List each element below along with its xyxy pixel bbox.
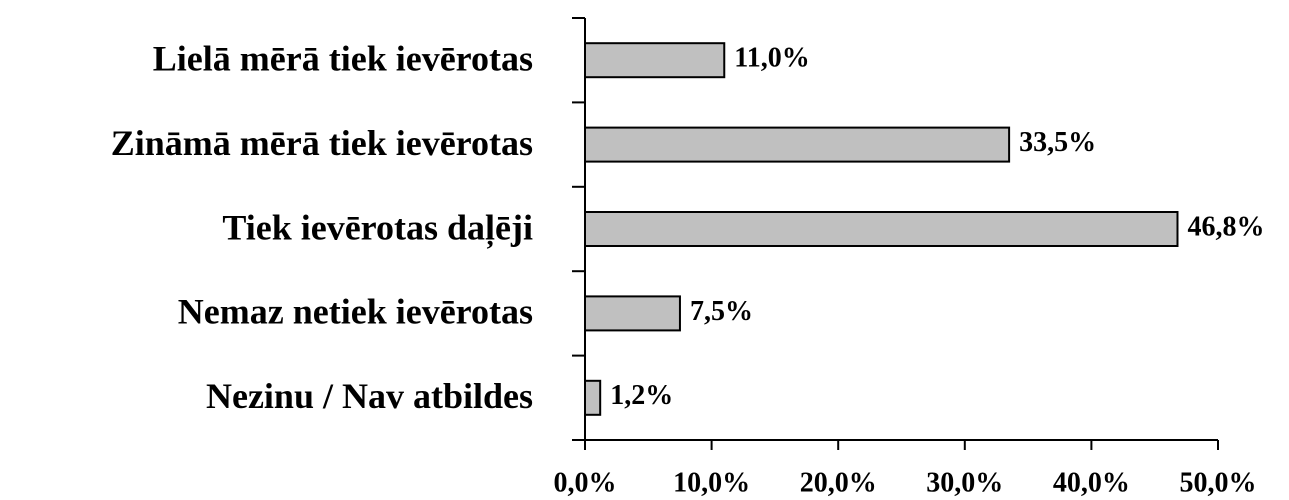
bar <box>584 295 681 332</box>
x-tick-label: 40,0% <box>1053 467 1130 498</box>
x-tick-label: 10,0% <box>673 467 750 498</box>
x-tick-label: 30,0% <box>926 467 1003 498</box>
bar <box>584 42 726 79</box>
value-label: 46,8% <box>1187 211 1264 242</box>
category-label: Nemaz netiek ievērotas <box>178 292 533 332</box>
x-tick-label: 0,0% <box>554 467 617 498</box>
bar <box>584 379 602 416</box>
x-tick-label: 50,0% <box>1180 467 1257 498</box>
value-label: 33,5% <box>1019 127 1096 158</box>
bar <box>584 126 1011 163</box>
value-label: 11,0% <box>734 43 809 74</box>
bar <box>584 211 1179 247</box>
category-label: Tiek ievērotas daļēji <box>222 207 533 249</box>
category-label: Nezinu / Nav atbildes <box>206 376 533 416</box>
category-label: Lielā mērā tiek ievērotas <box>153 38 533 78</box>
value-label: 7,5% <box>690 296 753 327</box>
x-tick-label: 20,0% <box>800 467 877 498</box>
category-label: Zināmā mērā tiek ievērotas <box>111 123 533 163</box>
value-label: 1,2% <box>610 380 673 411</box>
